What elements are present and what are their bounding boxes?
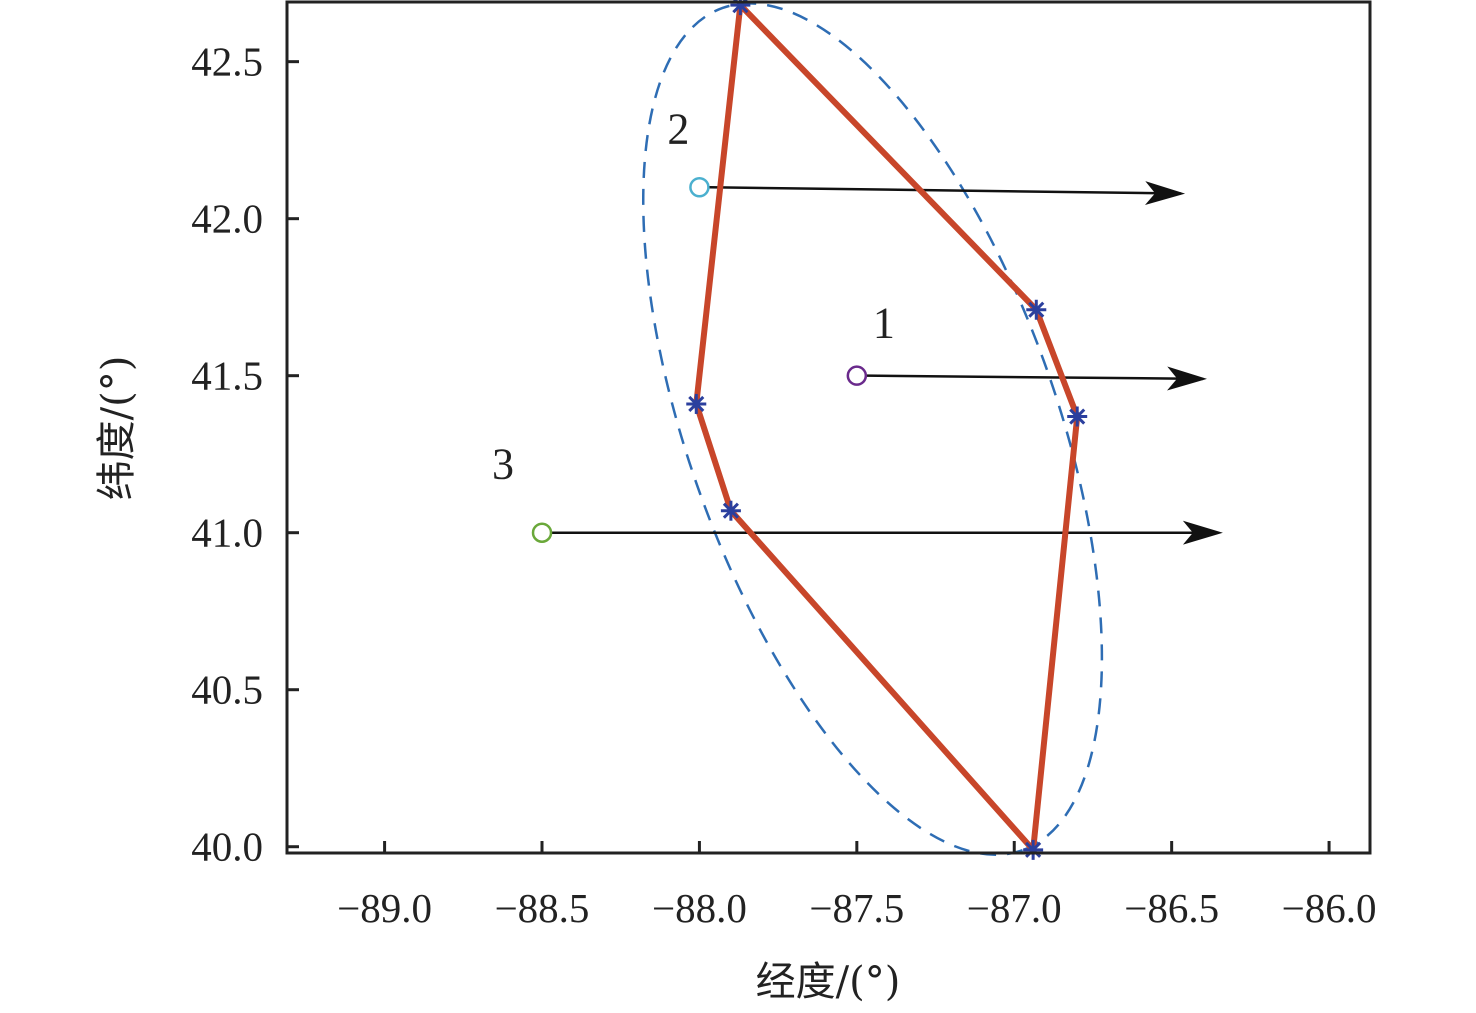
vertex-marker (730, 0, 751, 16)
point-label: 2 (667, 104, 689, 153)
x-tick-label: −87.0 (967, 885, 1062, 931)
x-tick-label: −86.0 (1282, 885, 1377, 931)
x-axis-label: 经度/(°) (756, 959, 901, 1005)
point-2 (689, 177, 710, 198)
y-tick-label: 42.0 (191, 196, 263, 242)
x-tick-label: −88.5 (495, 885, 590, 931)
vertex-marker (1026, 299, 1047, 320)
vertex-marker (1067, 406, 1088, 427)
plot-frame (285, 0, 1372, 855)
y-tick-label: 42.5 (191, 39, 263, 85)
ellipse-layer (641, 2, 1104, 856)
point-label: 3 (492, 440, 514, 489)
x-tick-label: −86.5 (1124, 885, 1219, 931)
point-3 (531, 522, 553, 543)
y-axis-label: 纬度/(°) (94, 356, 140, 501)
x-tick-label: −87.5 (809, 885, 904, 931)
y-tick-label: 41.0 (191, 510, 263, 556)
tick-layer: −89.0 −88.5 −88.0 −87.5 −87.0 −86.5 −86.0 40.0 4… (191, 39, 1376, 931)
point-label: 1 (873, 299, 895, 348)
boundary-polygon (693, 2, 1081, 853)
vertex-marker (686, 393, 707, 414)
y-tick-label: 40.5 (191, 667, 263, 713)
arrow-layer (552, 181, 1223, 545)
vertex-marker (1023, 839, 1044, 860)
polygon-layer (686, 0, 1088, 860)
trajectory-arrow (709, 181, 1186, 206)
confidence-ellipse (641, 2, 1104, 856)
x-tick-label: −89.0 (337, 885, 432, 931)
trajectory-arrow (866, 366, 1208, 391)
vertex-marker (720, 500, 741, 521)
y-tick-label: 40.0 (191, 824, 263, 870)
x-tick-label: −88.0 (652, 885, 747, 931)
y-tick-label: 41.5 (191, 353, 263, 399)
point-1 (846, 365, 868, 386)
point-layer: 1 2 3 (492, 104, 895, 543)
